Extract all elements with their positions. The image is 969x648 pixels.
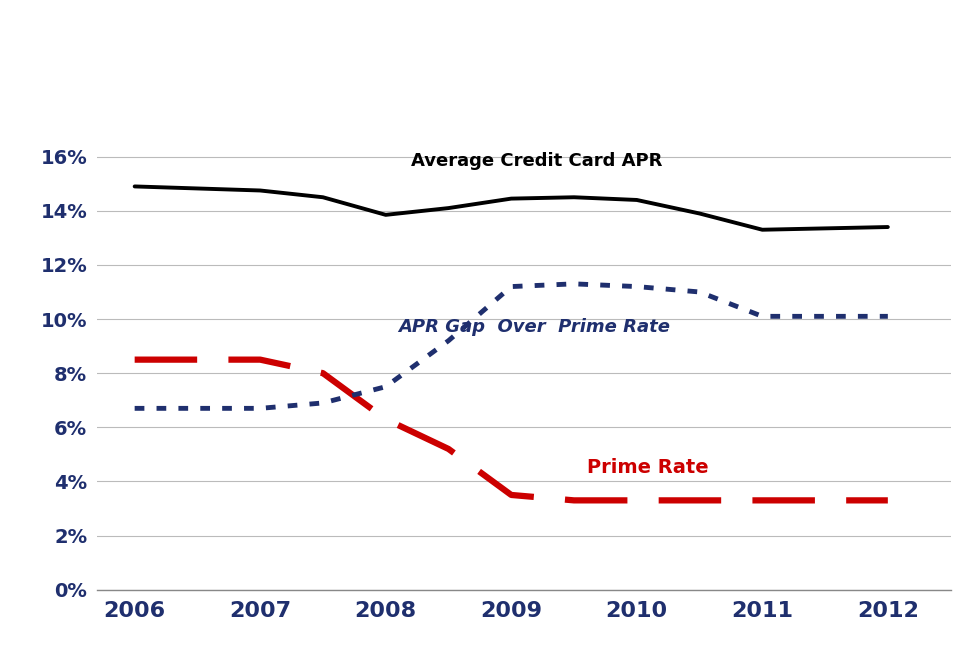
Text: APR Gap  Over  Prime Rate: APR Gap Over Prime Rate xyxy=(398,318,670,336)
Text: Prime Rate: Prime Rate xyxy=(586,458,707,478)
Text: Prime rate vs credit card APR: Prime rate vs credit card APR xyxy=(161,40,808,77)
Text: Average Credit Card APR: Average Credit Card APR xyxy=(410,152,662,170)
